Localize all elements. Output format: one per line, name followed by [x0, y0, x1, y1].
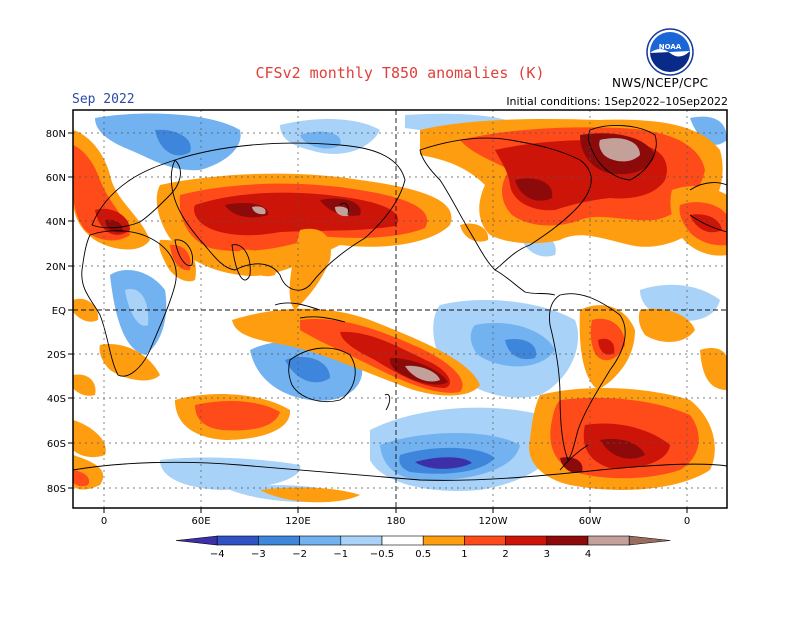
colorbar-label: −2 — [292, 549, 307, 560]
colorbar-swatch — [175, 535, 218, 546]
lon-label-0: 0 — [101, 516, 107, 527]
colorbar-swatch — [422, 535, 465, 546]
colorbar-label: 0.5 — [415, 549, 431, 560]
lat-label-80n: 80N — [46, 129, 66, 140]
colorbar-label: −4 — [210, 549, 225, 560]
colorbar-label: 1 — [461, 549, 467, 560]
lon-label-180: 180 — [386, 516, 405, 527]
colorbar-label: 2 — [502, 549, 508, 560]
lon-label-120w: 120W — [479, 516, 508, 527]
noaa-logo: NOAA — [646, 28, 694, 76]
map-frame — [72, 109, 728, 509]
latitude-labels: 80N 60N 40N 20N EQ 20S 40S 60S 80S — [46, 129, 73, 495]
colorbar-swatch — [216, 535, 259, 546]
colorbar: −4 −3 −2 −1 −0.5 0.5 1 2 3 4 — [175, 535, 671, 560]
lat-label-60s: 60S — [47, 439, 66, 450]
lat-label-40s: 40S — [47, 394, 66, 405]
logo-text: NOAA — [659, 43, 682, 51]
lon-label-60e: 60E — [191, 516, 210, 527]
colorbar-swatch — [628, 535, 671, 546]
colorbar-swatch — [381, 535, 424, 546]
colorbar-label: −0.5 — [370, 549, 394, 560]
lat-label-80s: 80S — [47, 484, 66, 495]
colorbar-swatch — [299, 535, 342, 546]
colorbar-label: 4 — [585, 549, 591, 560]
colorbar-label: −1 — [333, 549, 348, 560]
map-title: CFSv2 monthly T850 anomalies (K) — [255, 64, 545, 82]
lat-label-20n: 20N — [46, 262, 66, 273]
longitude-labels: 0 60E 120E 180 120W 60W 0 — [101, 508, 690, 527]
colorbar-swatch — [340, 535, 383, 546]
lat-label-60n: 60N — [46, 173, 66, 184]
anomaly-fields — [73, 110, 727, 508]
equator-dateline — [73, 110, 727, 508]
lon-label-0-right: 0 — [684, 516, 690, 527]
colorbar-swatch — [546, 535, 589, 546]
colorbar-swatch — [258, 535, 300, 546]
colorbar-label: −3 — [251, 549, 266, 560]
colorbar-swatch — [464, 535, 506, 546]
coastlines — [73, 125, 727, 481]
graticule — [73, 110, 727, 508]
colorbar-swatch — [505, 535, 548, 546]
valid-month-label: Sep 2022 — [72, 92, 135, 107]
lat-label-40n: 40N — [46, 217, 66, 228]
colorbar-label: 3 — [544, 549, 550, 560]
lat-label-eq: EQ — [52, 306, 66, 317]
lat-label-20s: 20S — [47, 350, 66, 361]
colorbar-swatch — [587, 535, 630, 546]
initial-conditions-label: Initial conditions: 1Sep2022–10Sep2022 — [506, 95, 728, 108]
organization-label: NWS/NCEP/CPC — [612, 76, 709, 90]
positive-anomalies — [73, 119, 727, 503]
lon-label-120e: 120E — [285, 516, 310, 527]
lon-label-60w: 60W — [579, 516, 602, 527]
